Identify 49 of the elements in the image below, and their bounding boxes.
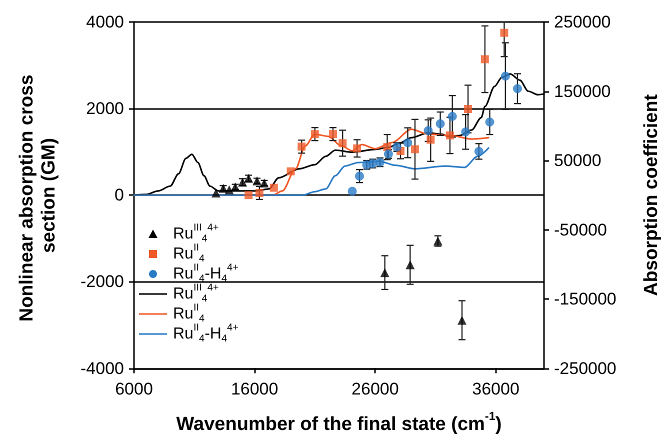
point <box>426 136 435 144</box>
y-axis-title: Nonlinear absorption cross section (GM) <box>16 69 60 322</box>
x-tick-label: 36000 <box>472 379 520 398</box>
point <box>500 72 510 81</box>
point <box>406 260 415 270</box>
point <box>446 131 454 140</box>
point <box>286 167 295 176</box>
point <box>328 130 337 138</box>
point <box>380 268 390 278</box>
x-tick-label: 16000 <box>230 379 278 398</box>
y2-tick-label: 150000 <box>554 82 611 101</box>
x-tick-label: 26000 <box>352 379 399 398</box>
point <box>461 127 470 136</box>
point <box>348 186 357 196</box>
x-tick-label: 6000 <box>115 379 153 398</box>
point <box>255 188 264 197</box>
point <box>410 145 419 154</box>
y2-tick-label: -250000 <box>554 358 616 378</box>
point <box>224 185 234 194</box>
point <box>464 104 472 113</box>
point <box>298 142 306 151</box>
y-tick-label: 2000 <box>86 99 124 118</box>
y2-tick-label: 250000 <box>554 12 611 32</box>
point <box>474 146 484 156</box>
point <box>485 117 494 126</box>
point <box>500 28 508 37</box>
y-tick-label: -2000 <box>80 272 124 292</box>
point <box>436 119 445 128</box>
point <box>310 130 319 138</box>
point <box>448 112 457 121</box>
point <box>480 55 489 64</box>
y-tick-label: -4000 <box>80 358 124 378</box>
y-tick-label: 0 <box>114 186 124 205</box>
point <box>424 126 433 136</box>
point <box>244 191 253 200</box>
y2-tick-label: -50000 <box>554 220 607 240</box>
y2-tick-label: 50000 <box>554 151 602 170</box>
y2-axis-title: Absorption coefficient <box>641 94 662 296</box>
point <box>512 84 522 94</box>
line-series <box>133 147 490 196</box>
point <box>212 188 220 198</box>
y2-tick-label: -150000 <box>554 290 616 308</box>
point <box>458 316 466 325</box>
point <box>355 172 364 181</box>
point <box>353 144 362 152</box>
point <box>270 184 278 192</box>
point <box>403 138 412 148</box>
point <box>338 139 347 148</box>
y-tick-label: 4000 <box>86 12 124 32</box>
